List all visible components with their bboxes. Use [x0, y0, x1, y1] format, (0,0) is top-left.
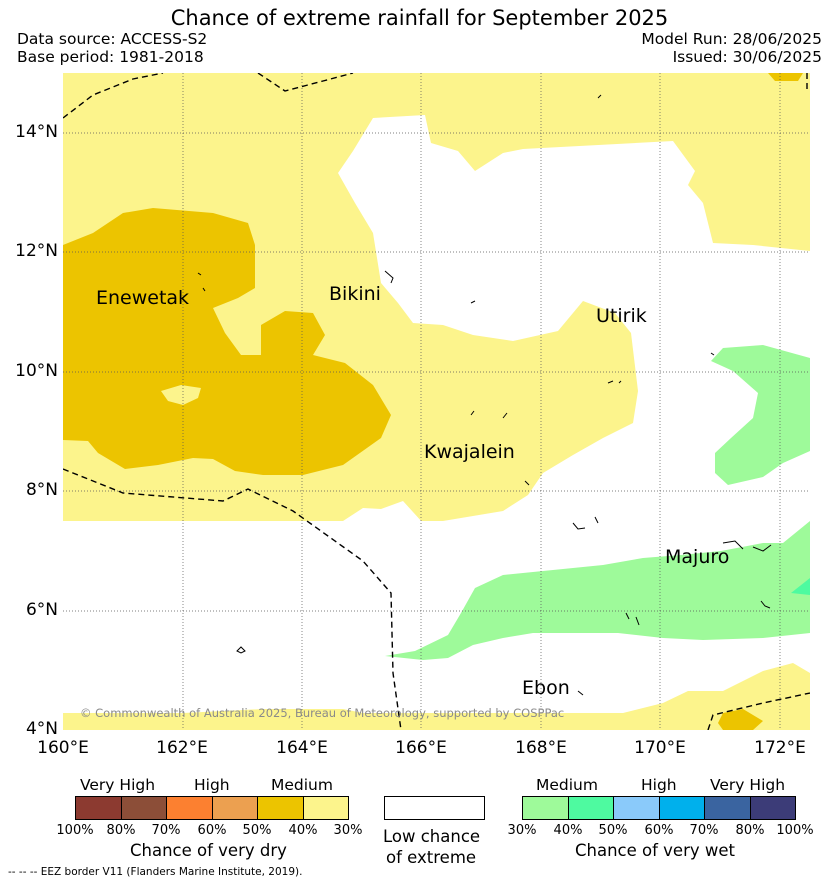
- copyright-notice: © Commonwealth of Australia 2025, Bureau…: [80, 706, 565, 720]
- lon-label: 164°E: [276, 738, 328, 758]
- atolls: [197, 94, 772, 696]
- legend-wet-pct: 70%: [689, 823, 719, 838]
- data-source: Data source: ACCESS-S2: [17, 30, 208, 48]
- legend-dry-swatch: [302, 796, 349, 820]
- lat-label: 14°N: [15, 122, 58, 142]
- legend-dry-medium: Medium: [271, 776, 333, 794]
- legend-wet-high: High: [641, 776, 677, 794]
- legend-dry-pct: 100%: [56, 823, 94, 838]
- legend-dry-caption: Chance of very dry: [130, 841, 287, 860]
- legend-dry-pct: 80%: [106, 823, 136, 838]
- legend-wet-pct: 40%: [553, 823, 583, 838]
- place-label-kwajalein: Kwajalein: [424, 441, 515, 463]
- legend-wet-swatch: [749, 796, 796, 820]
- legend-dry-swatch: [166, 796, 213, 820]
- legend-low-chance-caption-1: Low chance: [383, 827, 481, 846]
- legend-dry-pct: 60%: [197, 823, 227, 838]
- legend-wet-swatch: [658, 796, 705, 820]
- rainfall-map: [63, 73, 810, 730]
- place-label-enewetak: Enewetak: [96, 287, 190, 309]
- issued-date: Issued: 30/06/2025: [672, 48, 822, 66]
- legend-dry-pct: 70%: [151, 823, 181, 838]
- lat-label: 12°N: [15, 241, 58, 261]
- legend-dry-swatch: [75, 796, 122, 820]
- legend-wet-pct: 80%: [735, 823, 765, 838]
- legend-low-chance-caption-2: of extreme: [386, 848, 477, 867]
- dry-40-50-south: [718, 709, 763, 730]
- legend-wet-caption: Chance of very wet: [575, 841, 735, 860]
- lon-label: 170°E: [634, 738, 686, 758]
- legend-dry-swatch: [120, 796, 167, 820]
- place-label-bikini: Bikini: [329, 283, 381, 305]
- legend-wet-swatch: [704, 796, 751, 820]
- lon-label: 160°E: [37, 738, 89, 758]
- map-title: Chance of extreme rainfall for September…: [170, 6, 669, 30]
- lon-label: 172°E: [754, 738, 806, 758]
- dry-30-40-south: [63, 663, 810, 730]
- lat-label: 10°N: [15, 361, 58, 381]
- wet-30-40-region-north: [711, 345, 810, 485]
- eez-borders: [63, 73, 810, 730]
- dry-30-40-hole: [161, 385, 201, 405]
- lat-label: 4°N: [25, 719, 58, 739]
- lon-label: 162°E: [156, 738, 208, 758]
- lat-label: 6°N: [25, 600, 58, 620]
- dry-40-50-region: [63, 208, 391, 475]
- lon-label: 168°E: [515, 738, 567, 758]
- legend-wet-medium: Medium: [536, 776, 598, 794]
- place-label-majuro: Majuro: [665, 546, 730, 568]
- eez-border-note: -- -- -- EEZ border V11 (Flanders Marine…: [8, 866, 303, 878]
- lat-label: 8°N: [25, 480, 58, 500]
- wet-30-40-region-south: [385, 521, 810, 660]
- model-run: Model Run: 28/06/2025: [641, 30, 822, 48]
- legend-dry-pct: 50%: [242, 823, 272, 838]
- legend-wet-pct: 100%: [776, 823, 814, 838]
- legend-dry-swatch: [257, 796, 304, 820]
- base-period: Base period: 1981-2018: [17, 48, 204, 66]
- dry-40-50-northeast: [768, 73, 803, 81]
- legend-dry-very-high: Very High: [80, 776, 156, 794]
- legend-wet-pct: 30%: [507, 823, 537, 838]
- legend-wet-swatch: [613, 796, 660, 820]
- legend-wet-pct: 50%: [598, 823, 628, 838]
- legend-wet-pct: 60%: [644, 823, 674, 838]
- legend-dry-pct: 40%: [288, 823, 318, 838]
- lon-label: 166°E: [395, 738, 447, 758]
- legend-wet-very-high: Very High: [710, 776, 786, 794]
- place-label-utirik: Utirik: [596, 305, 647, 327]
- legend-wet-swatch: [567, 796, 614, 820]
- legend-dry-pct: 30%: [333, 823, 363, 838]
- place-label-ebon: Ebon: [522, 677, 570, 699]
- wet-40-50-patch: [791, 578, 810, 595]
- legend-low-chance-swatch: [384, 796, 485, 820]
- legend-dry-swatch: [211, 796, 258, 820]
- legend-wet-swatch: [522, 796, 569, 820]
- legend-dry-high: High: [194, 776, 230, 794]
